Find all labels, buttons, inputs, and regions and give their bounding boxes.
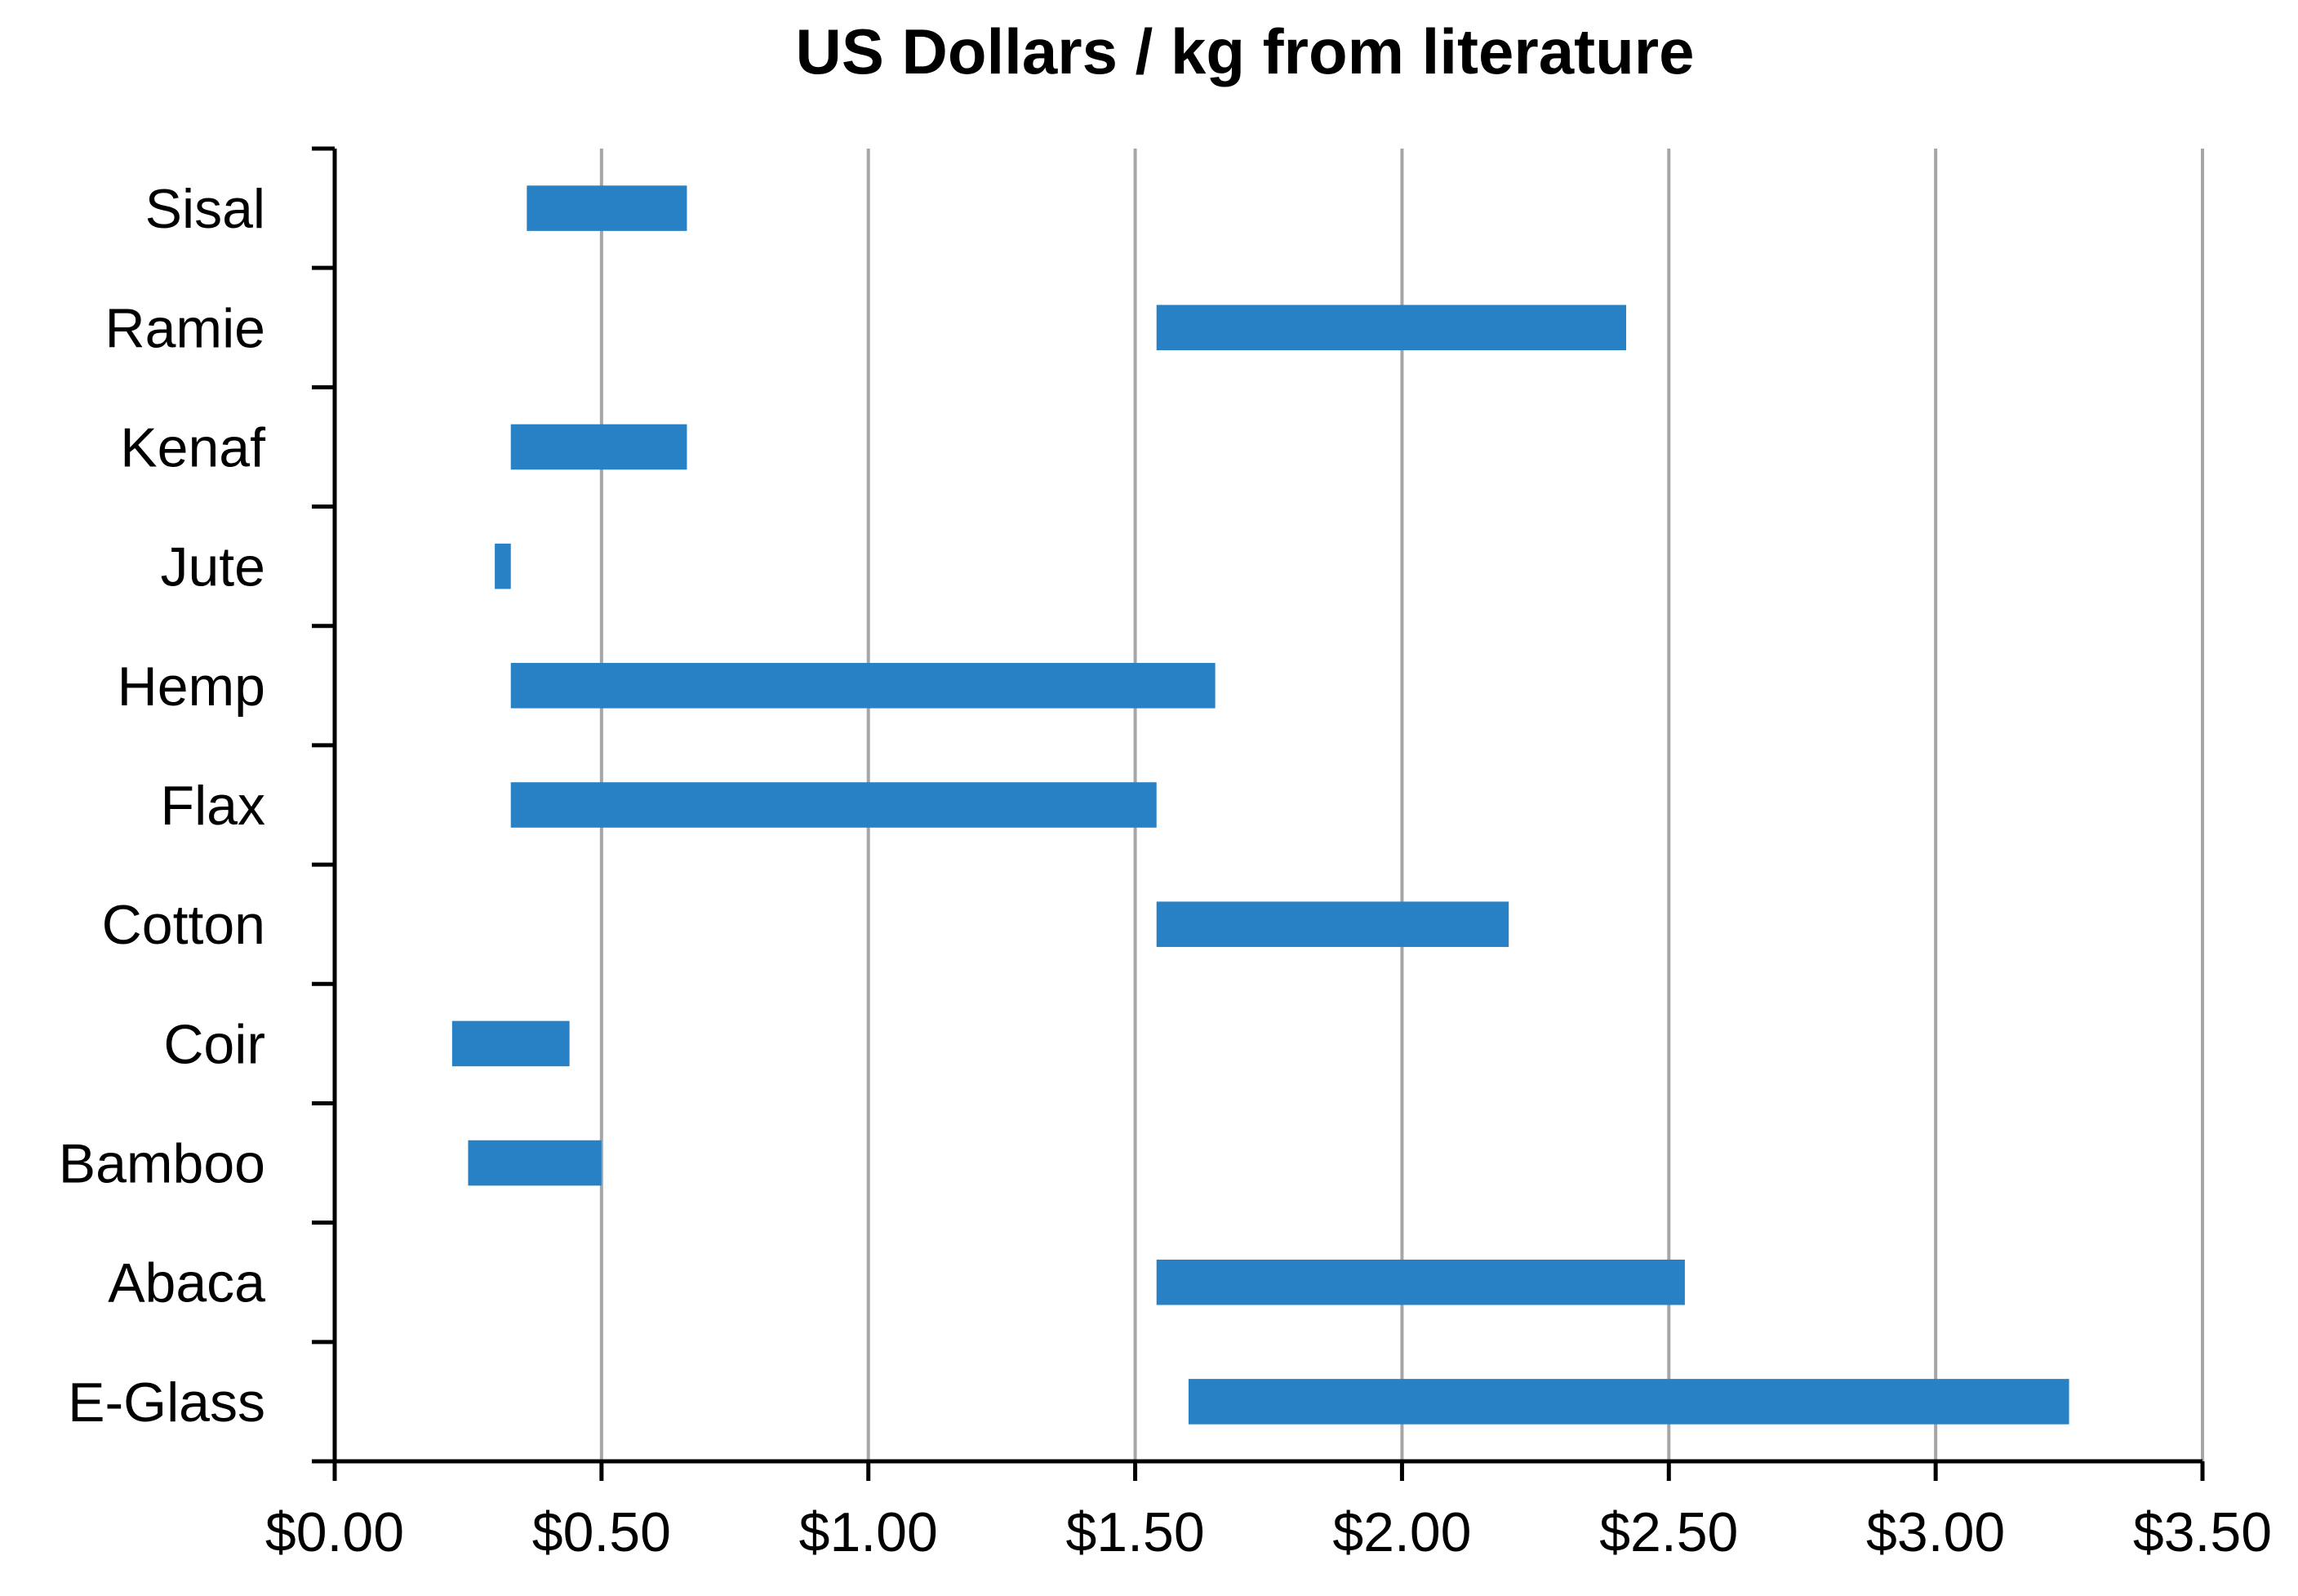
category-label-bamboo: Bamboo: [59, 1133, 265, 1195]
category-label-sisal: Sisal: [145, 178, 265, 240]
bar-e-glass: [1188, 1379, 2069, 1425]
x-tick-label-2: $1.00: [799, 1501, 938, 1563]
bar-sisal: [527, 185, 687, 231]
x-tick-label-7: $3.50: [2133, 1501, 2272, 1563]
bar-bamboo: [468, 1140, 602, 1186]
x-tick-label-5: $2.50: [1599, 1501, 1738, 1563]
category-label-coir: Coir: [163, 1013, 265, 1075]
category-label-cotton: Cotton: [102, 894, 265, 956]
category-label-e-glass: E-Glass: [68, 1371, 265, 1434]
category-label-jute: Jute: [160, 536, 265, 598]
bar-ramie: [1156, 305, 1626, 351]
category-label-kenaf: Kenaf: [120, 416, 265, 478]
bars: [451, 185, 2069, 1425]
bar-abaca: [1156, 1259, 1685, 1305]
category-label-hemp: Hemp: [118, 656, 265, 718]
x-tick-labels: $0.00 $0.50 $1.00 $1.50 $2.00 $2.50 $3.00 $3.50: [265, 1501, 2272, 1563]
bar-flax: [510, 782, 1157, 828]
category-label-flax: Flax: [161, 775, 265, 837]
bar-coir: [451, 1020, 570, 1067]
x-tick-label-3: $1.50: [1065, 1501, 1204, 1563]
axes: [312, 146, 2205, 1481]
category-label-ramie: Ramie: [105, 297, 266, 359]
bar-kenaf: [510, 424, 687, 470]
category-label-abaca: Abaca: [108, 1252, 265, 1314]
chart-title: US Dollars / kg from literature: [796, 16, 1695, 87]
bar-hemp: [510, 663, 1216, 709]
x-tick-label-6: $3.00: [1866, 1501, 2005, 1563]
x-tick-label-0: $0.00: [265, 1501, 404, 1563]
bar-jute: [495, 543, 511, 589]
x-tick-label-1: $0.50: [532, 1501, 671, 1563]
x-tick-label-4: $2.00: [1332, 1501, 1471, 1563]
bar-cotton: [1156, 901, 1509, 947]
category-labels: Sisal Ramie Kenaf Jute Hemp Flax Cotton Coir Bam…: [59, 178, 265, 1434]
